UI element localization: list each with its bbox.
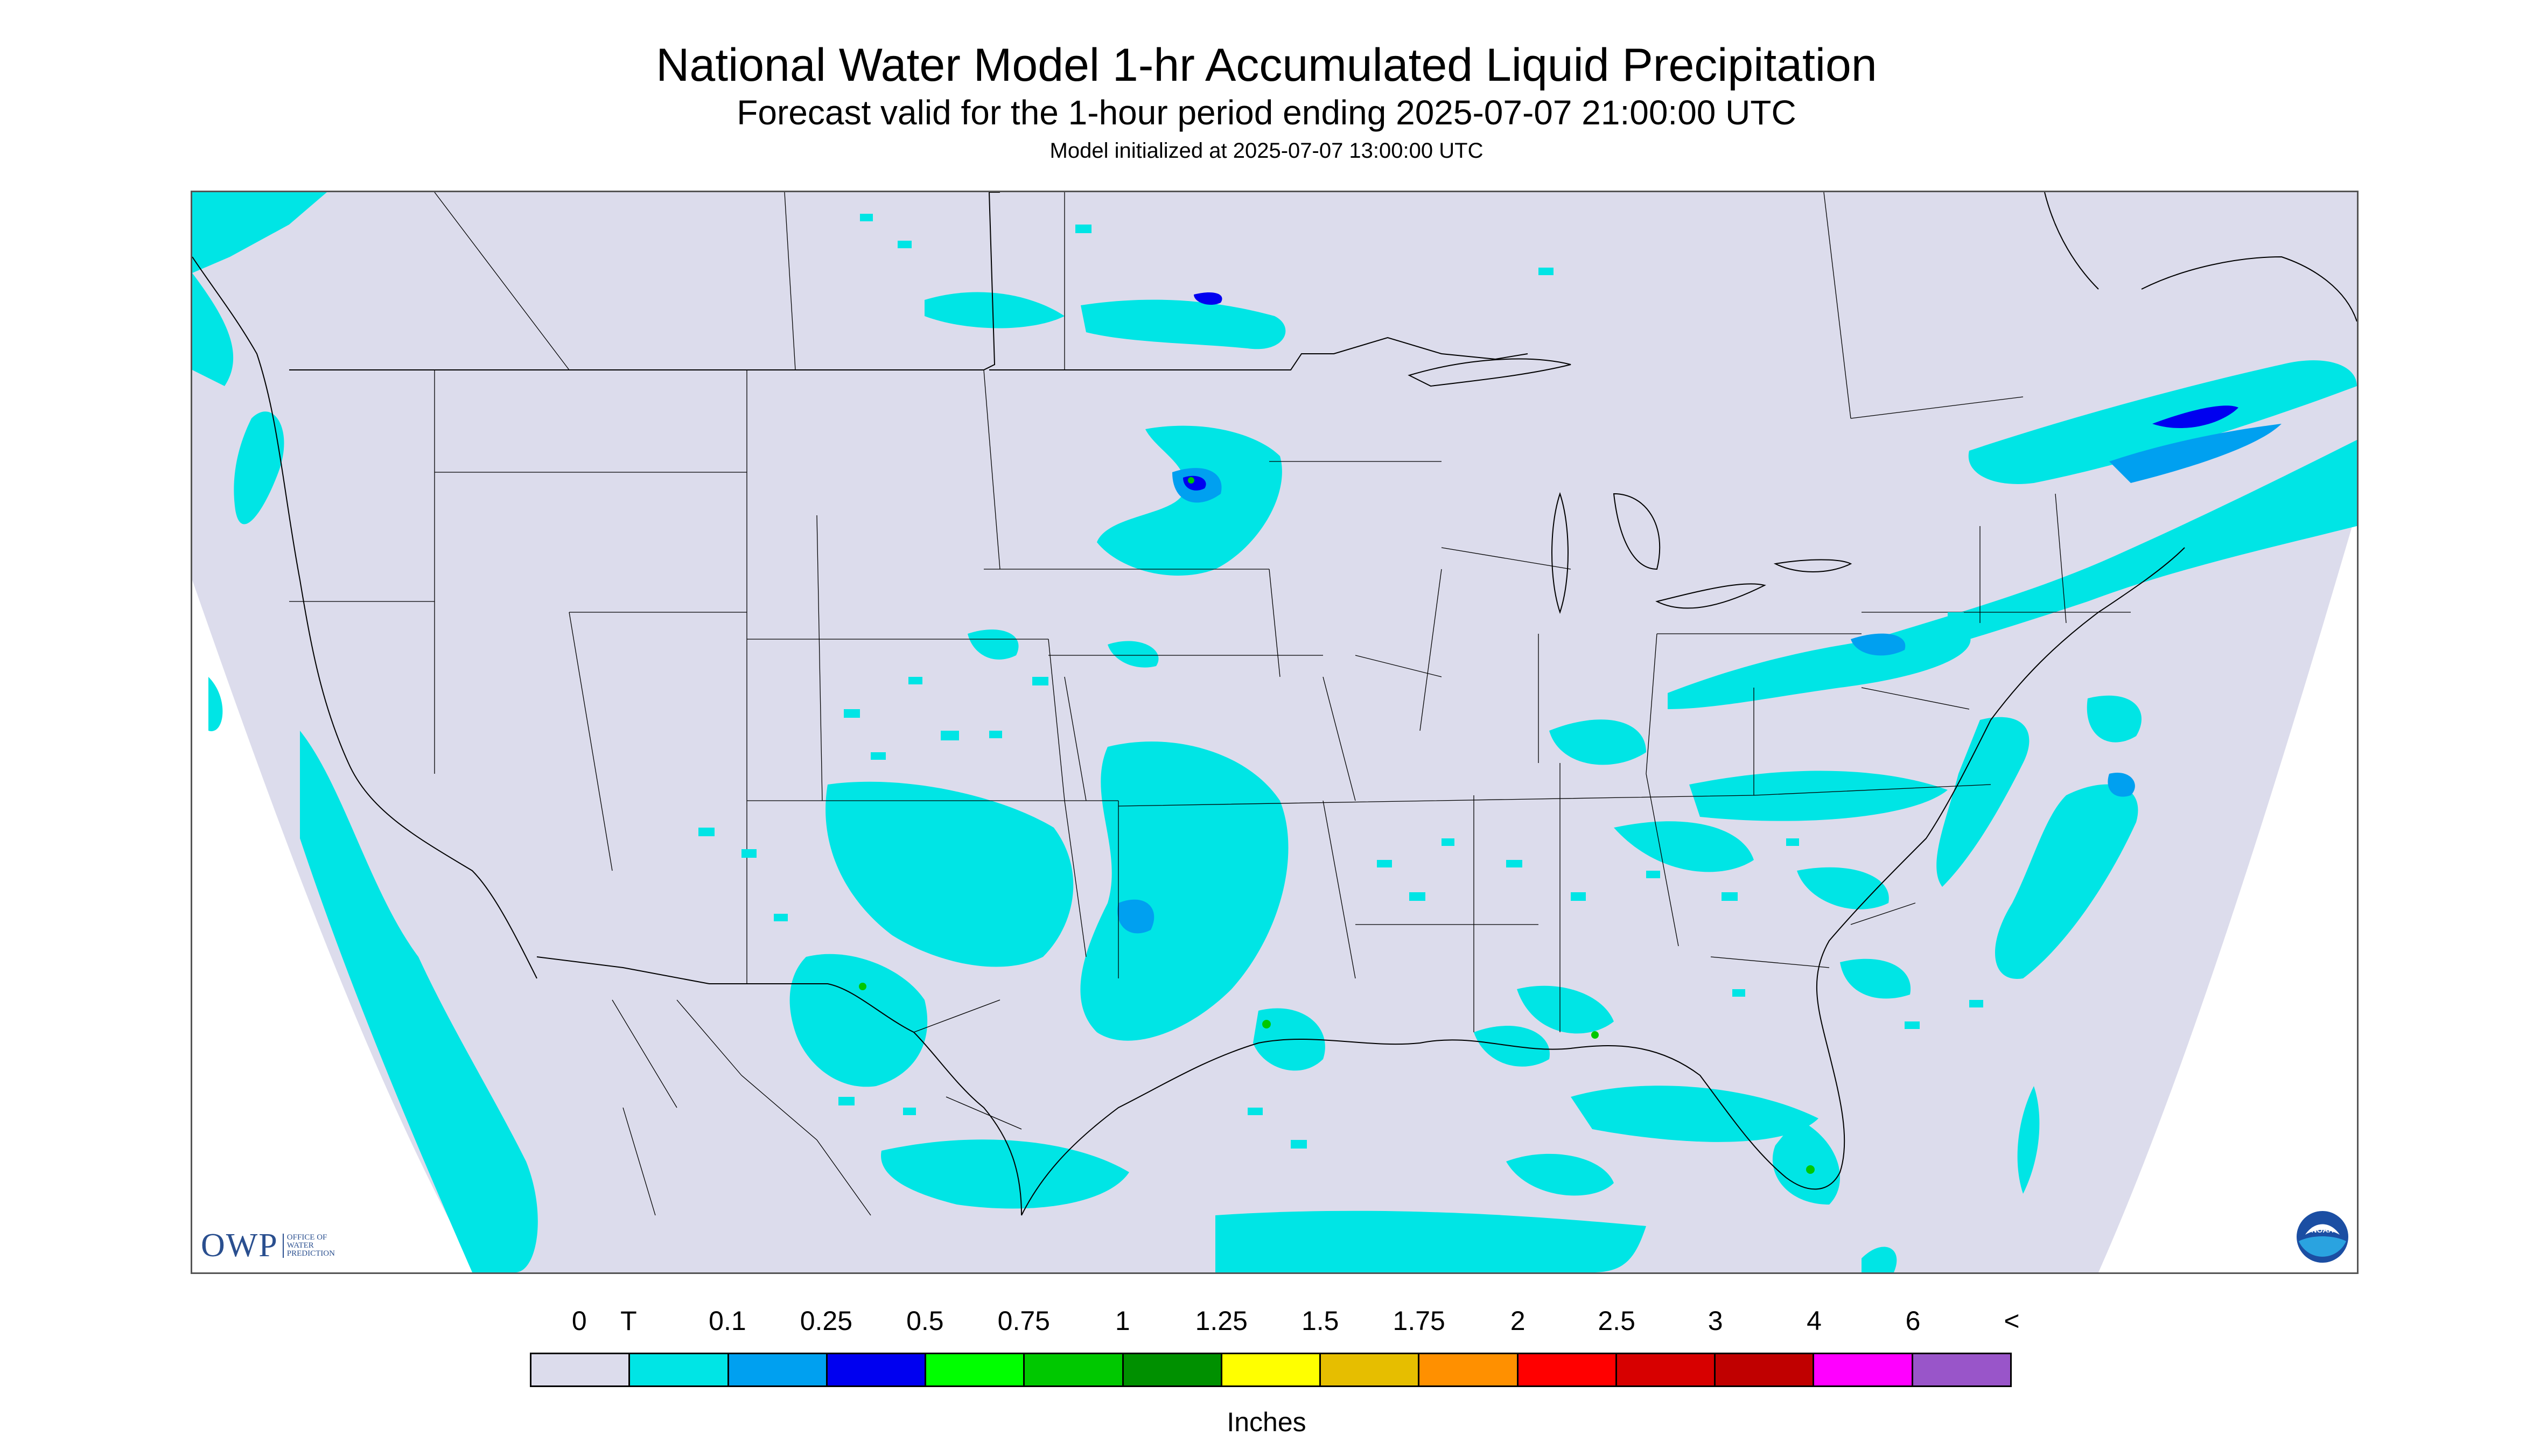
legend-swatch [1716, 1354, 1815, 1385]
gulf-coast [1021, 547, 2185, 1216]
model-init-note: Model initialized at 2025-07-07 13:00:00… [1049, 139, 1484, 163]
legend-label: 0.75 [997, 1306, 1050, 1336]
precip-light-areas [1117, 424, 2282, 934]
legend-swatch [1222, 1354, 1321, 1385]
us-mexico-border [536, 956, 1022, 1216]
forecast-valid-subtitle: Forecast valid for the 1-hour period end… [737, 93, 1796, 132]
great-lakes-michigan [1551, 492, 1569, 614]
great-lakes-superior [1408, 358, 1571, 387]
noaa-logo: NOAA [2297, 1211, 2348, 1263]
legend-swatch [1617, 1354, 1716, 1385]
legend-label: 2 [1510, 1306, 1526, 1336]
west-coast [192, 256, 537, 979]
legend-colorbar [530, 1353, 2012, 1387]
legend-units: Inches [1227, 1407, 1306, 1437]
legend-label: T [620, 1306, 637, 1336]
legend-label: 0.1 [709, 1306, 746, 1336]
outside-domain-right [2098, 510, 2357, 1272]
precip-heavy-areas [859, 477, 1815, 1174]
map-title: National Water Model 1-hr Accumulated Li… [656, 39, 1877, 91]
legend-swatch [531, 1354, 631, 1385]
legend-swatch [1025, 1354, 1124, 1385]
boundary-lines [192, 192, 2357, 1216]
svg-text:NOAA: NOAA [2311, 1226, 2333, 1234]
legend-label: 2.5 [1598, 1306, 1635, 1336]
legend-swatch [729, 1354, 828, 1385]
legend-swatch [1419, 1354, 1519, 1385]
canada-provinces [434, 192, 2024, 419]
legend-labels: 0 T 0.1 0.25 0.5 0.75 1 1.25 1.5 1.75 2 2.5 3 4 6 < [530, 1305, 2020, 1338]
owp-logo-text: OFFICE OF WATER PREDICTION [282, 1234, 335, 1258]
legend-swatch [1913, 1354, 2010, 1385]
legend-label: 0.5 [906, 1306, 944, 1336]
legend-label: 1 [1115, 1306, 1130, 1336]
legend-swatch [1123, 1354, 1222, 1385]
legend-label: 1.25 [1195, 1306, 1248, 1336]
legend-label: 6 [1905, 1306, 1921, 1336]
legend-swatch [1518, 1354, 1617, 1385]
precipitation-map: OWP OFFICE OF WATER PREDICTION NOAA [191, 191, 2359, 1274]
legend-label: 3 [1708, 1306, 1723, 1336]
precip-speckles [698, 214, 1983, 1149]
legend-label: < [2004, 1306, 2020, 1336]
legend-label: 0.25 [800, 1306, 853, 1336]
precip-trace-areas [192, 192, 2357, 1272]
mexico-states [612, 999, 1022, 1216]
us-canada-border [289, 192, 1528, 370]
great-lakes-erie [1655, 583, 1766, 609]
legend-swatch [827, 1354, 927, 1385]
outside-domain-left [192, 580, 478, 1272]
canada-east-coast [2044, 192, 2357, 322]
legend-swatch [630, 1354, 729, 1385]
legend-label: 1.75 [1393, 1306, 1445, 1336]
map-canvas [192, 192, 2357, 1272]
legend-swatch [926, 1354, 1025, 1385]
legend-label: 4 [1807, 1306, 1822, 1336]
owp-logo-mark: OWP [201, 1227, 278, 1264]
owp-logo: OWP OFFICE OF WATER PREDICTION [201, 1227, 335, 1265]
legend-swatch [1814, 1354, 1913, 1385]
legend-label: 1.5 [1301, 1306, 1339, 1336]
great-lakes-ontario [1773, 559, 1852, 572]
legend-swatch [1321, 1354, 1420, 1385]
great-lakes-huron [1613, 493, 1661, 570]
legend-label: 0 [571, 1306, 587, 1336]
state-lines [289, 192, 2131, 1216]
